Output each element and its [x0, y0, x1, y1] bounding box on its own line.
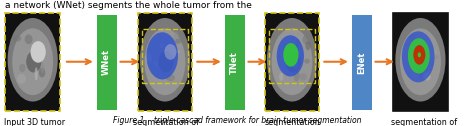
Ellipse shape — [272, 28, 312, 95]
Ellipse shape — [25, 34, 33, 44]
Ellipse shape — [175, 39, 182, 44]
Ellipse shape — [424, 73, 431, 81]
Ellipse shape — [13, 36, 21, 41]
Ellipse shape — [400, 28, 441, 95]
Ellipse shape — [164, 44, 176, 60]
Ellipse shape — [34, 71, 39, 79]
Bar — [6, 13, 60, 111]
Ellipse shape — [35, 67, 38, 81]
Bar — [97, 15, 117, 110]
Bar — [393, 13, 447, 111]
Ellipse shape — [279, 73, 283, 81]
Ellipse shape — [159, 44, 164, 48]
Text: ENet: ENet — [357, 51, 366, 74]
Text: WNet: WNet — [102, 49, 111, 75]
Ellipse shape — [267, 18, 317, 102]
Ellipse shape — [173, 32, 179, 45]
Ellipse shape — [418, 52, 421, 57]
Ellipse shape — [413, 45, 425, 65]
Ellipse shape — [305, 41, 311, 50]
Text: segmentation of
Whole tumor: segmentation of Whole tumor — [133, 118, 199, 126]
Ellipse shape — [295, 39, 299, 48]
Ellipse shape — [408, 38, 430, 74]
Ellipse shape — [409, 58, 416, 64]
Bar — [225, 15, 245, 110]
Ellipse shape — [418, 77, 421, 82]
Text: TNet: TNet — [230, 51, 239, 74]
Ellipse shape — [293, 69, 300, 82]
Ellipse shape — [158, 51, 173, 73]
Ellipse shape — [146, 52, 152, 62]
Text: a network (WNet) segments the whole tumor from the: a network (WNet) segments the whole tumo… — [5, 1, 252, 10]
Bar — [6, 13, 60, 111]
Ellipse shape — [304, 59, 310, 64]
Ellipse shape — [410, 34, 417, 42]
Ellipse shape — [151, 51, 154, 58]
Bar — [142, 29, 188, 83]
Ellipse shape — [434, 55, 439, 59]
Ellipse shape — [283, 43, 299, 67]
Ellipse shape — [8, 18, 58, 102]
Ellipse shape — [146, 32, 178, 79]
Bar — [269, 29, 315, 83]
Ellipse shape — [395, 18, 446, 102]
Ellipse shape — [414, 51, 429, 73]
Text: segmentation of
enhancing tumor core: segmentation of enhancing tumor core — [380, 118, 469, 126]
Ellipse shape — [166, 74, 175, 81]
Ellipse shape — [277, 35, 304, 76]
Ellipse shape — [140, 18, 190, 102]
Ellipse shape — [173, 50, 180, 54]
Text: Figure 1.   triple cascad framework for brain tumor segmentation: Figure 1. triple cascad framework for br… — [113, 116, 361, 125]
Ellipse shape — [145, 28, 185, 95]
Ellipse shape — [293, 59, 298, 68]
Text: Input 3D tumor
MRI image: Input 3D tumor MRI image — [4, 118, 64, 126]
Ellipse shape — [299, 73, 307, 81]
Ellipse shape — [30, 41, 46, 63]
Ellipse shape — [19, 64, 26, 72]
Text: segmentation
of tumor core: segmentation of tumor core — [265, 118, 321, 126]
Ellipse shape — [285, 51, 301, 73]
Ellipse shape — [154, 61, 158, 66]
Bar — [264, 13, 319, 111]
Ellipse shape — [419, 72, 423, 81]
Bar — [137, 13, 192, 111]
Ellipse shape — [415, 39, 419, 52]
Bar — [264, 13, 319, 111]
Ellipse shape — [427, 48, 437, 57]
Ellipse shape — [26, 51, 41, 73]
Ellipse shape — [41, 63, 45, 73]
Bar — [393, 13, 447, 111]
Ellipse shape — [17, 74, 26, 84]
Ellipse shape — [12, 28, 53, 95]
Ellipse shape — [302, 35, 311, 45]
Bar — [137, 13, 192, 111]
Ellipse shape — [39, 68, 45, 77]
Bar — [352, 15, 372, 110]
Ellipse shape — [402, 31, 435, 82]
